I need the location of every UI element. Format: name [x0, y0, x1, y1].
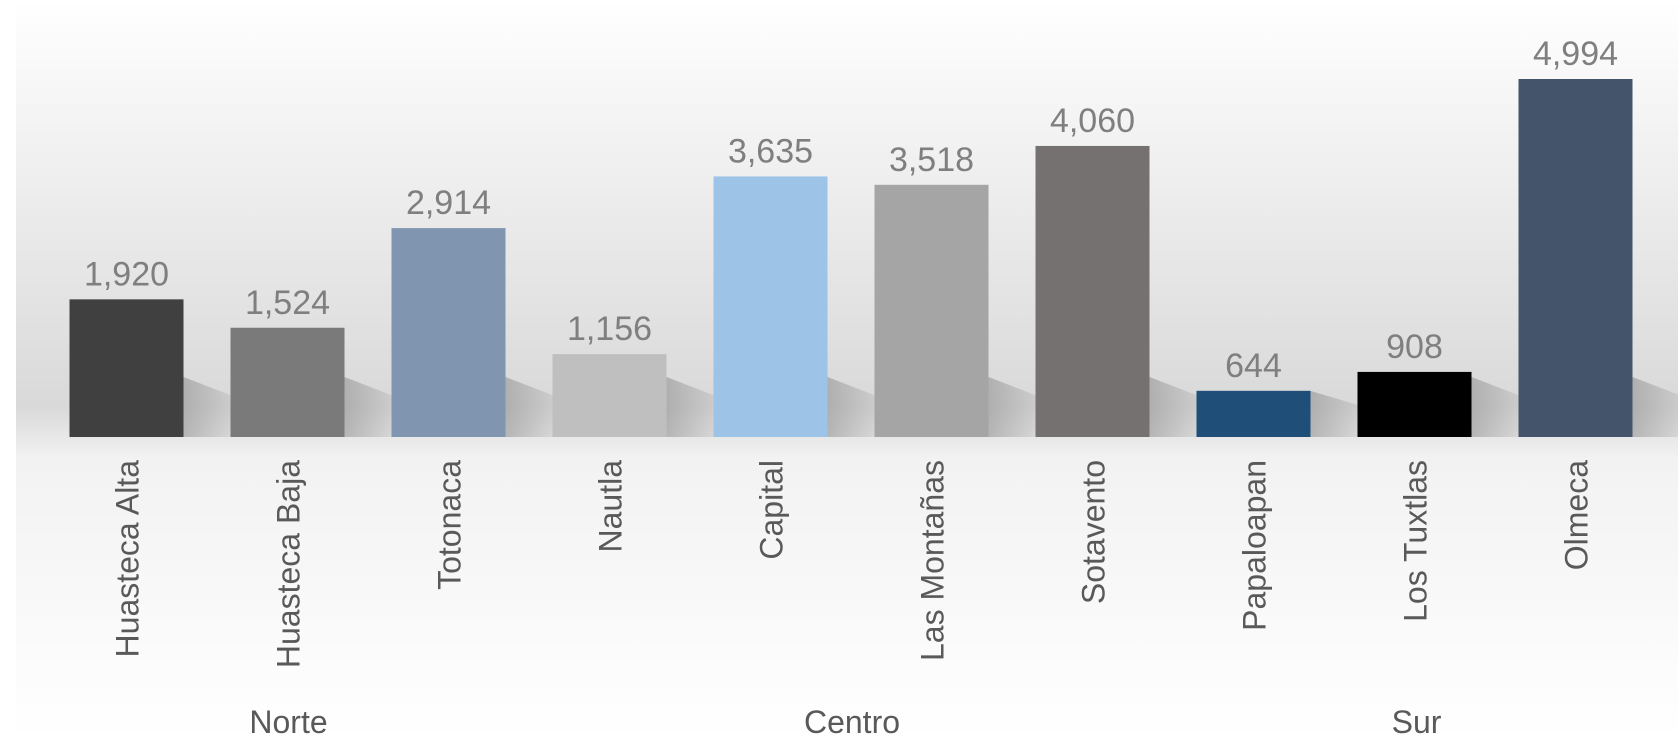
value-label-los-tuxtlas: 908	[1386, 328, 1443, 366]
value-label-capital: 3,635	[728, 132, 813, 170]
group-label-centro: Centro	[804, 704, 900, 740]
value-label-sotavento: 4,060	[1050, 102, 1135, 140]
bar-las-montanas	[874, 184, 989, 437]
category-label-papaloapan: Papaloapan	[1237, 460, 1273, 631]
category-label-nautla: Nautla	[593, 460, 629, 553]
bar-huasteca-alta	[69, 299, 184, 437]
category-label-totonaca: Totonaca	[432, 460, 468, 590]
value-label-huasteca-baja: 1,524	[245, 284, 330, 322]
bar-sotavento	[1035, 145, 1150, 437]
value-label-totonaca: 2,914	[406, 184, 491, 222]
bar-papaloapan	[1196, 390, 1311, 437]
value-label-olmeca: 4,994	[1533, 35, 1618, 73]
bar-totonaca	[391, 228, 506, 437]
bar-capital	[713, 176, 828, 437]
group-label-norte: Norte	[249, 704, 327, 740]
category-label-huasteca-alta: Huasteca Alta	[110, 460, 146, 658]
bar-los-tuxtlas	[1357, 371, 1472, 437]
bar-nautla	[552, 354, 667, 437]
value-label-las-montanas: 3,518	[889, 141, 974, 179]
category-label-huasteca-baja: Huasteca Baja	[271, 460, 307, 668]
group-label-sur: Sur	[1392, 704, 1442, 740]
category-label-olmeca: Olmeca	[1559, 460, 1595, 570]
category-label-las-montanas: Las Montañas	[915, 460, 951, 661]
bar-huasteca-baja	[230, 327, 345, 437]
value-label-papaloapan: 644	[1225, 347, 1282, 385]
category-label-sotavento: Sotavento	[1076, 460, 1112, 604]
group-labels: Norte Centro Sur	[249, 704, 1441, 740]
category-label-los-tuxtlas: Los Tuxtlas	[1398, 460, 1434, 622]
category-labels: Huasteca Alta Huasteca Baja Totonaca Nautla…	[110, 460, 1595, 668]
value-labels: 1,920 1,524 2,914 1,156 3,635 3,518 4,060 644 90…	[84, 35, 1618, 385]
bar-olmeca	[1518, 79, 1633, 437]
bars	[69, 79, 1633, 437]
value-label-nautla: 1,156	[567, 310, 652, 348]
value-label-huasteca-alta: 1,920	[84, 255, 169, 293]
bar-shadow-olmeca	[1632, 377, 1678, 437]
category-label-capital: Capital	[754, 460, 790, 560]
